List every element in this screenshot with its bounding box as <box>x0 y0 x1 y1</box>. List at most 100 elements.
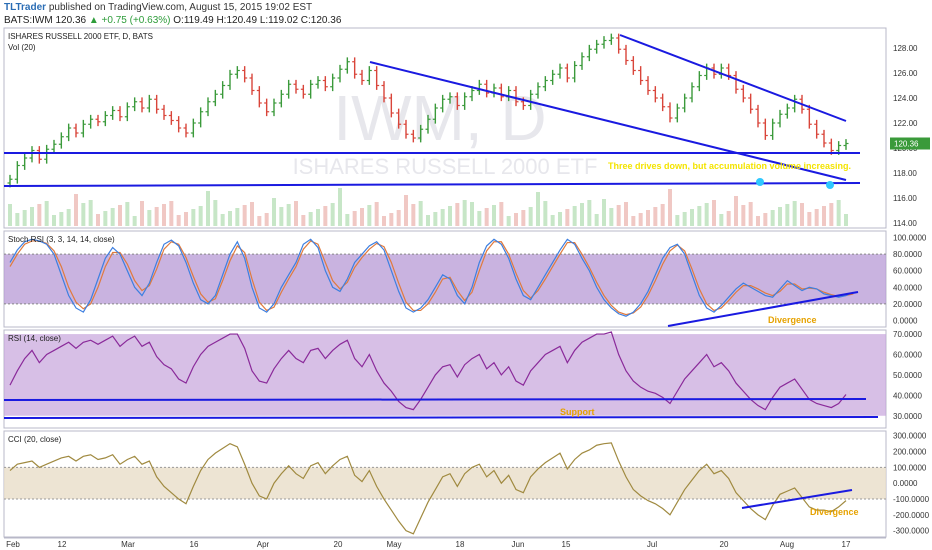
volume-bar <box>286 204 291 226</box>
published-text: published on TradingView.com, August 15,… <box>48 2 313 13</box>
volume-bar <box>521 210 526 226</box>
volume-bar <box>565 209 570 226</box>
volume-bar <box>96 214 100 226</box>
current-price-text: 120.36 <box>894 140 919 149</box>
volume-bar <box>323 206 328 226</box>
volume-bar <box>198 206 203 226</box>
volume-bar <box>646 210 650 226</box>
cci-line <box>9 442 847 535</box>
volume-bar <box>52 215 56 226</box>
rsi-tick-label: 30.0000 <box>893 412 922 421</box>
volume-bar <box>103 211 108 226</box>
volume-bar <box>448 206 452 226</box>
volume-bar <box>264 213 269 226</box>
volume-bar <box>206 191 210 226</box>
volume-bar <box>154 207 159 226</box>
volume-bar <box>536 192 540 226</box>
volume-bar <box>748 202 753 226</box>
pane-price <box>3 27 887 229</box>
volume-bar <box>455 203 460 226</box>
volume-bar <box>763 213 768 226</box>
volume-bar <box>462 200 467 226</box>
stoch-tick-label: 100.0000 <box>893 234 927 243</box>
close-value: C:120.36 <box>300 15 342 26</box>
stoch-divergence-line <box>667 291 859 327</box>
x-tick-label: 18 <box>456 540 465 549</box>
rsi-support-label: Support <box>560 407 595 417</box>
volume-bar <box>396 210 401 226</box>
cci-band <box>4 467 886 500</box>
x-tick-label: May <box>386 540 401 549</box>
volume-bar <box>66 209 71 226</box>
volume-bar <box>81 203 86 226</box>
volume-bar <box>616 205 621 226</box>
volume-bar <box>602 199 606 226</box>
volume-bar <box>528 207 533 226</box>
three-drives-annotation: Three drives down, but accumulation volu… <box>608 161 851 171</box>
volume-bar <box>352 211 357 226</box>
volume-bar <box>330 203 335 226</box>
price-tick-label: 124.00 <box>893 94 918 103</box>
volume-bar <box>140 201 144 226</box>
price-tick-label: 128.00 <box>893 44 918 53</box>
volume-bar <box>242 205 247 226</box>
volume-bar <box>169 201 174 226</box>
volume-bar <box>235 208 240 226</box>
cci-tick-label: 200.0000 <box>893 448 927 457</box>
price-tick-label: 122.00 <box>893 119 918 128</box>
symbol-info-bar: BATS:IWM 120.36 ▲ +0.75 (+0.63%) O:119.4… <box>4 15 341 26</box>
volume-bar <box>514 213 518 226</box>
current-price-tag <box>890 137 930 150</box>
volume-bar <box>609 208 614 226</box>
watermark-symbol: IWM, D <box>333 82 546 154</box>
volume-bar <box>308 212 313 226</box>
x-tick-label: 16 <box>190 540 199 549</box>
x-tick-label: Jun <box>512 540 525 549</box>
volume-bar <box>580 203 584 226</box>
volume-bar <box>653 207 658 226</box>
price-change: +0.75 (+0.63%) <box>101 15 171 26</box>
volume-bar <box>660 204 665 226</box>
stoch-tick-label: 80.0000 <box>893 250 922 259</box>
stoch-tick-label: 20.0000 <box>893 300 922 309</box>
volume-bar <box>176 215 181 226</box>
volume-bar <box>360 208 364 226</box>
volume-bar <box>770 210 775 226</box>
volume-bar <box>110 208 115 226</box>
trendline-descending-upper <box>619 34 847 122</box>
rsi-line-upper <box>3 398 867 401</box>
rsi-line <box>9 331 847 411</box>
cci-tick-label: -100.0000 <box>893 495 930 504</box>
volume-bar <box>814 209 819 226</box>
volume-bar <box>492 205 496 226</box>
volume-bar <box>44 201 49 226</box>
volume-bar <box>220 214 225 226</box>
volume-bar <box>594 214 599 226</box>
volume-bar <box>132 216 137 226</box>
x-tick-label: 20 <box>720 540 729 549</box>
volume-bar <box>470 202 474 226</box>
volume-bar <box>550 215 555 226</box>
price-tick-label: 118.00 <box>893 169 917 178</box>
publisher-name[interactable]: TLTrader <box>4 2 47 13</box>
volume-bar <box>440 209 445 226</box>
volume-bar <box>382 216 386 226</box>
volume-bar <box>367 205 372 226</box>
stoch-k-line <box>9 238 854 317</box>
rsi-tick-label: 50.0000 <box>893 371 922 380</box>
rsi-support-line <box>3 416 879 419</box>
volume-bar <box>433 212 438 226</box>
cci-tick-label: 100.0000 <box>893 463 927 472</box>
volume-bar <box>250 202 254 226</box>
stoch-pane-title: Stoch RSI (3, 3, 14, 14, close) <box>8 235 115 244</box>
volume-bar <box>294 201 298 226</box>
volume-bar <box>74 194 78 226</box>
volume-bar <box>631 216 636 226</box>
volume-bar <box>8 204 12 226</box>
volume-bar <box>125 202 130 226</box>
volume-bar <box>668 189 672 226</box>
volume-bar <box>162 204 166 226</box>
volume-bar <box>301 215 306 226</box>
x-tick-label: Feb <box>6 540 20 549</box>
